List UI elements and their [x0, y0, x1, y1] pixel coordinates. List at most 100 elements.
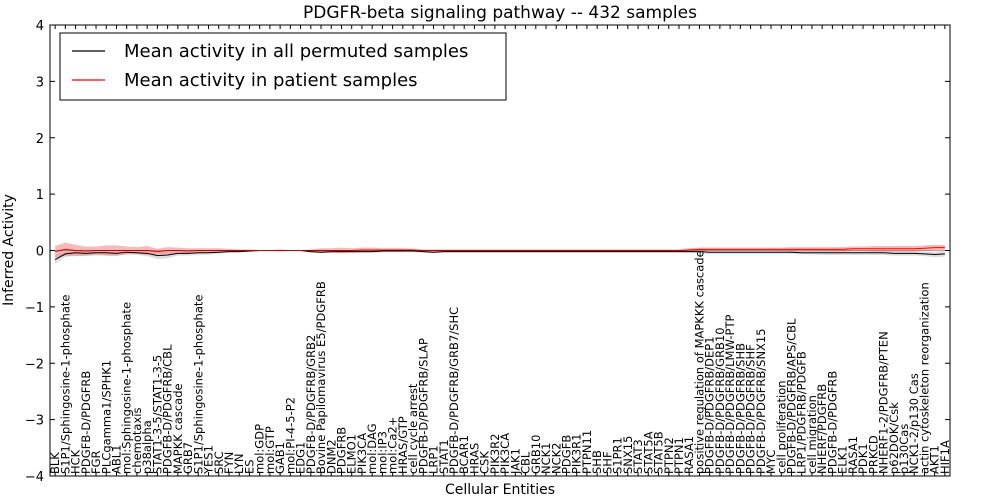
- point-patient-59: [657, 249, 659, 251]
- point-permuted-85: [923, 253, 925, 255]
- point-patient-55: [616, 249, 618, 251]
- y-tick-label-7: −3: [25, 414, 44, 429]
- point-permuted-6: [115, 252, 117, 254]
- point-permuted-9: [146, 252, 148, 254]
- x-tick-label-64: PDGFB-D/PDGFRB/DEP1: [703, 336, 717, 474]
- point-patient-69: [760, 248, 762, 250]
- point-patient-60: [668, 249, 670, 251]
- y-tick-label-0: 4: [36, 19, 44, 34]
- x-tick-label-9: p38alpha: [140, 420, 154, 474]
- point-patient-58: [647, 249, 649, 251]
- point-patient-73: [801, 248, 803, 250]
- x-tick-label-11: PDGFB-D/PDGFRB/CBL: [161, 344, 175, 474]
- point-patient-30: [361, 249, 363, 251]
- point-patient-51: [576, 249, 578, 251]
- point-permuted-69: [760, 251, 762, 253]
- x-tick-label-27: DNM2: [324, 439, 338, 474]
- point-patient-39: [453, 249, 455, 251]
- x-tick-label-1: S1P1/Sphingosine-1-phosphate: [58, 295, 72, 474]
- point-patient-71: [780, 248, 782, 250]
- point-permuted-84: [913, 252, 915, 254]
- point-patient-27: [330, 249, 332, 251]
- x-tick-label-38: STAT1: [437, 439, 451, 474]
- x-tick-label-57: STAT3: [631, 439, 645, 474]
- point-permuted-68: [749, 251, 751, 253]
- x-tick-label-10: STAT1-3-5/STAT1-3-5: [150, 355, 164, 474]
- point-patient-78: [852, 248, 854, 250]
- point-patient-10: [156, 250, 158, 252]
- point-permuted-13: [187, 252, 189, 254]
- permuted-samples-band: [55, 249, 945, 265]
- x-axis-label: Cellular Entities: [445, 482, 555, 498]
- x-tick-label-36: PDGFB-D/PDGFRB/SLAP: [416, 338, 430, 474]
- x-tick-label-82: p62DOK/Csk: [887, 402, 901, 474]
- x-tick-label-50: PDGFB: [559, 435, 573, 474]
- point-permuted-73: [801, 252, 803, 254]
- point-patient-54: [606, 249, 608, 251]
- point-patient-21: [269, 249, 271, 251]
- point-patient-62: [688, 249, 690, 251]
- point-patient-13: [187, 250, 189, 252]
- x-tick-label-12: MAPKK cascade: [171, 383, 185, 474]
- point-patient-72: [790, 248, 792, 250]
- x-tick-label-74: cell migration: [805, 395, 819, 474]
- y-tick-label-6: −2: [25, 357, 44, 372]
- x-tick-label-76: PDGFB-D/PDGFRB: [825, 371, 839, 474]
- x-tick-label-35: cell cycle arrest: [406, 383, 420, 474]
- x-tick-label-59: STAT5B: [652, 431, 666, 474]
- point-patient-15: [207, 249, 209, 251]
- x-tick-label-56: SNX15: [621, 436, 635, 474]
- point-patient-19: [248, 249, 250, 251]
- x-tick-label-85: actin cytoskeleton reorganization: [917, 282, 931, 474]
- x-tick-label-55: S1PR1: [611, 437, 625, 474]
- x-tick-label-86: AKT1: [928, 445, 942, 474]
- point-patient-49: [555, 249, 557, 251]
- point-permuted-76: [831, 252, 833, 254]
- point-patient-8: [136, 249, 138, 251]
- point-patient-76: [831, 248, 833, 250]
- point-permuted-71: [780, 251, 782, 253]
- point-permuted-80: [872, 252, 874, 254]
- x-tick-label-51: PIK3R1: [570, 434, 584, 475]
- point-patient-56: [627, 249, 629, 251]
- y-tick-label-3: 1: [36, 188, 44, 203]
- x-tick-label-42: CSK: [478, 451, 492, 474]
- x-tick-label-6: ABL1: [109, 445, 123, 474]
- point-permuted-12: [177, 252, 179, 254]
- point-patient-63: [698, 248, 700, 250]
- point-permuted-79: [862, 252, 864, 254]
- x-tick-label-7: mol:Sphingosine-1-phosphate: [120, 302, 134, 474]
- point-permuted-77: [841, 252, 843, 254]
- point-patient-43: [494, 249, 496, 251]
- point-patient-45: [514, 249, 516, 251]
- point-patient-32: [381, 249, 383, 251]
- point-patient-50: [565, 249, 567, 251]
- point-patient-82: [893, 248, 895, 250]
- x-tick-label-71: cell proliferation: [774, 380, 788, 474]
- x-tick-label-31: mol:DAG: [365, 423, 379, 474]
- x-tick-label-79: PDK1: [856, 443, 870, 474]
- x-tick-label-15: YES1: [202, 445, 216, 475]
- x-tick-label-21: mol:GTP: [263, 426, 277, 474]
- point-patient-12: [177, 249, 179, 251]
- legend-label-patient: Mean activity in patient samples: [124, 70, 418, 91]
- point-patient-47: [535, 249, 537, 251]
- x-axis-ticks: [54, 25, 946, 476]
- x-tick-label-43: PIK3R2: [488, 434, 502, 475]
- point-patient-5: [105, 249, 107, 251]
- point-permuted-72: [790, 251, 792, 253]
- point-permuted-3: [85, 252, 87, 254]
- point-patient-44: [504, 249, 506, 251]
- x-tick-label-72: PDGFB-D/PDGFRB/APS/CBL: [784, 318, 798, 474]
- x-tick-label-58: STAT5A: [641, 431, 655, 474]
- point-permuted-82: [893, 252, 895, 254]
- point-patient-9: [146, 249, 148, 251]
- point-patient-41: [473, 249, 475, 251]
- x-tick-label-39: PDGFB-D/PDGFRB/GRB7/SHC: [447, 307, 461, 474]
- x-tick-label-62: RASA1: [682, 436, 696, 474]
- point-permuted-64: [708, 251, 710, 253]
- x-tick-label-80: PRKCD: [866, 435, 880, 474]
- x-tick-label-16: SRC: [212, 451, 226, 474]
- point-permuted-2: [74, 252, 76, 254]
